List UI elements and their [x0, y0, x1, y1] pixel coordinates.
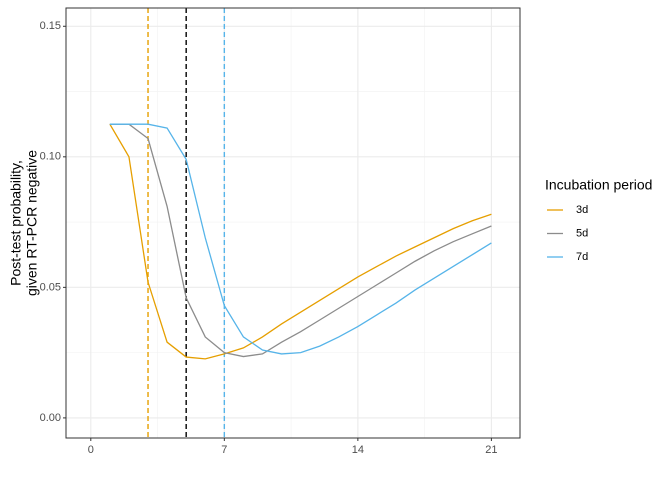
y-tick-label: 0.10	[40, 151, 61, 163]
y-tick-label: 0.05	[40, 281, 61, 293]
legend-title: Incubation period	[545, 177, 652, 193]
y-axis-label: Post-test probability,	[8, 160, 24, 286]
y-tick-label: 0.00	[40, 412, 61, 424]
y-tick-label: 0.15	[40, 20, 61, 32]
y-axis-label: given RT-PCR negative	[24, 150, 40, 296]
x-tick-label: 0	[88, 444, 94, 456]
line	[109, 123, 492, 355]
line	[109, 123, 492, 358]
plot-border	[65, 7, 521, 439]
legend-label: 7d	[576, 251, 588, 263]
legend-label: 5d	[576, 227, 588, 239]
x-tick-label: 21	[485, 444, 497, 456]
line	[109, 123, 492, 360]
x-tick-label: 14	[352, 444, 364, 456]
legend-label: 3d	[576, 204, 588, 216]
x-tick-label: 7	[221, 444, 227, 456]
